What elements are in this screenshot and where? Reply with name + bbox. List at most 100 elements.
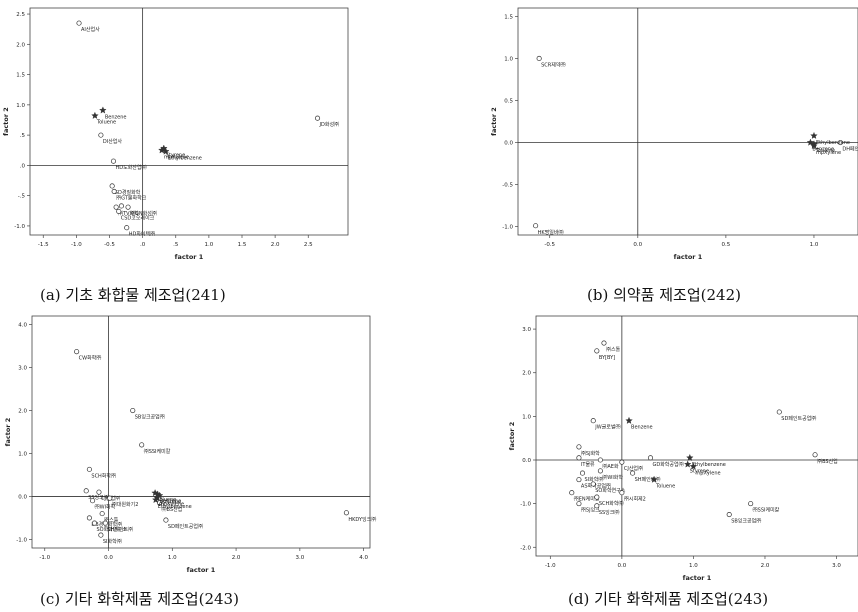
x-tick-label: 0.5 bbox=[722, 242, 731, 248]
y-tick-label: -1.0 bbox=[16, 537, 27, 543]
point-label: ㈜TV화학 bbox=[118, 210, 139, 217]
y-tick-label: .5 bbox=[20, 133, 26, 139]
point-label: Toluene bbox=[815, 148, 835, 154]
circle-marker bbox=[579, 470, 586, 476]
point-label: ㈜SJ잉크 bbox=[581, 507, 600, 514]
circle-marker bbox=[619, 490, 625, 496]
x-tick-label: -0.5 bbox=[104, 242, 115, 248]
y-tick-label: 0.0 bbox=[18, 494, 27, 500]
x-tick-label: 0.0 bbox=[104, 555, 113, 561]
point-label: Ethylbenzene bbox=[816, 140, 850, 146]
y-tick-label: -2.0 bbox=[520, 545, 531, 551]
circle-marker bbox=[109, 183, 115, 189]
circle-marker bbox=[91, 520, 98, 526]
circle-marker bbox=[597, 457, 603, 463]
chart-panel-c: -1.0 0.0 1.0 2.0 3.0 4.0 -1.0 0.0 1.0 2.0 3.0 4.0 fa… bbox=[4, 315, 376, 574]
point-label: Benzene bbox=[631, 425, 653, 431]
y-tick-label: 0.5 bbox=[504, 98, 513, 104]
plot-frame bbox=[29, 7, 349, 236]
circle-marker bbox=[110, 158, 117, 164]
x-axis-label: factor 1 bbox=[683, 574, 712, 582]
circle-marker bbox=[590, 481, 596, 487]
point-label: SB잉크공업㈜ bbox=[135, 414, 165, 421]
star-marker bbox=[683, 460, 692, 468]
x-tick-label: -1.0 bbox=[545, 563, 556, 569]
point-label: Styrene bbox=[690, 468, 709, 474]
y-axis-label: factor 2 bbox=[490, 107, 498, 136]
point-label: GD경질화학 bbox=[114, 189, 141, 196]
star-marker bbox=[806, 138, 815, 146]
y-tick-label: 2.5 bbox=[16, 12, 25, 18]
circle-marker bbox=[776, 409, 782, 415]
point-label: SS잉크㈜ bbox=[599, 509, 620, 516]
circle-marker bbox=[647, 455, 654, 461]
circle-marker bbox=[125, 204, 131, 210]
circle-marker bbox=[74, 349, 80, 355]
circle-marker bbox=[601, 340, 607, 346]
point-label: SCH화학㈜ bbox=[91, 472, 116, 479]
plot-frame bbox=[31, 315, 371, 549]
point-label: HKDY잉크㈜ bbox=[348, 516, 376, 523]
y-tick-label: 1.5 bbox=[16, 73, 25, 79]
x-tick-label: .0 bbox=[140, 242, 146, 248]
circle-marker bbox=[536, 55, 542, 61]
y-tick-label: 4.0 bbox=[18, 323, 27, 329]
point-label: CJ산업㈜ bbox=[624, 465, 643, 472]
x-tick-label: -1.0 bbox=[39, 555, 50, 561]
x-tick-label: -0.5 bbox=[544, 242, 555, 248]
point-label: mpXylene bbox=[695, 471, 720, 477]
caption-a: (a) 기초 화합물 제조업(241) bbox=[40, 286, 226, 304]
circle-marker bbox=[139, 442, 145, 448]
point-label: JW글로벌㈜ bbox=[594, 424, 620, 431]
circle-marker bbox=[594, 348, 600, 354]
x-axis-label: factor 1 bbox=[187, 566, 216, 574]
y-tick-label: .0 bbox=[20, 163, 26, 169]
y-tick-label: -0.5 bbox=[502, 183, 513, 189]
x-tick-label: 1.0 bbox=[168, 555, 177, 561]
point-label: Styrene bbox=[162, 500, 181, 506]
star-marker bbox=[689, 462, 698, 470]
y-tick-label: 2.0 bbox=[18, 409, 27, 415]
y-tick-label: 2.0 bbox=[16, 42, 25, 48]
y-tick-label: 1.0 bbox=[522, 414, 531, 420]
circle-marker bbox=[130, 407, 136, 414]
point-label: ㈜WI화학 bbox=[95, 504, 116, 511]
circle-marker bbox=[96, 489, 102, 495]
x-tick-label: .5 bbox=[173, 242, 179, 248]
point-label: AI산업사 bbox=[81, 26, 100, 33]
y-tick-label: -1.0 bbox=[14, 224, 25, 230]
point-label: SH페인트㈜ bbox=[635, 476, 661, 483]
point-label: ㈜BS산업 bbox=[817, 458, 838, 465]
point-label: ㈜SJ화학 bbox=[581, 450, 600, 457]
y-axis-label: factor 2 bbox=[2, 107, 10, 136]
x-tick-label: 1.0 bbox=[205, 242, 214, 248]
y-tick-label: -1.0 bbox=[502, 225, 513, 231]
point-label: ㈜GT물화학크 bbox=[116, 194, 147, 201]
x-axis-label: factor 1 bbox=[674, 253, 703, 261]
circle-marker bbox=[156, 500, 163, 506]
x-tick-label: 2.0 bbox=[232, 555, 241, 561]
point-label: ㈜GN화성㈜ bbox=[130, 210, 157, 217]
y-tick-label: -1.0 bbox=[520, 502, 531, 508]
y-tick-label: 1.5 bbox=[504, 14, 513, 20]
chart-panel-a: -1.5 -1.0 -0.5 .0 .5 1.0 1.5 2.0 2.5 -1.0 -.5 .0 .5 1… bbox=[2, 7, 349, 261]
point-label: Benzene bbox=[105, 114, 127, 120]
point-label: Toluene bbox=[156, 497, 176, 503]
x-tick-label: 2.0 bbox=[271, 242, 280, 248]
point-label: mpXylene bbox=[816, 150, 841, 156]
x-tick-label: 3.0 bbox=[295, 555, 304, 561]
circle-marker bbox=[576, 477, 582, 483]
circle-marker bbox=[812, 452, 818, 458]
star-marker bbox=[625, 416, 633, 424]
point-label: CW화학㈜ bbox=[79, 355, 102, 362]
point-label: Ethylbenzene bbox=[158, 504, 192, 510]
circle-marker bbox=[107, 495, 113, 501]
circle-marker bbox=[597, 468, 603, 474]
point-label: SCH화학㈜ bbox=[599, 500, 624, 507]
plot-frame bbox=[517, 7, 858, 236]
point-label: mpXylene bbox=[164, 154, 189, 160]
x-tick-label: -1.5 bbox=[38, 242, 49, 248]
point-label: Styrene bbox=[166, 152, 185, 158]
circle-marker bbox=[111, 188, 117, 194]
circle-marker bbox=[533, 223, 539, 229]
